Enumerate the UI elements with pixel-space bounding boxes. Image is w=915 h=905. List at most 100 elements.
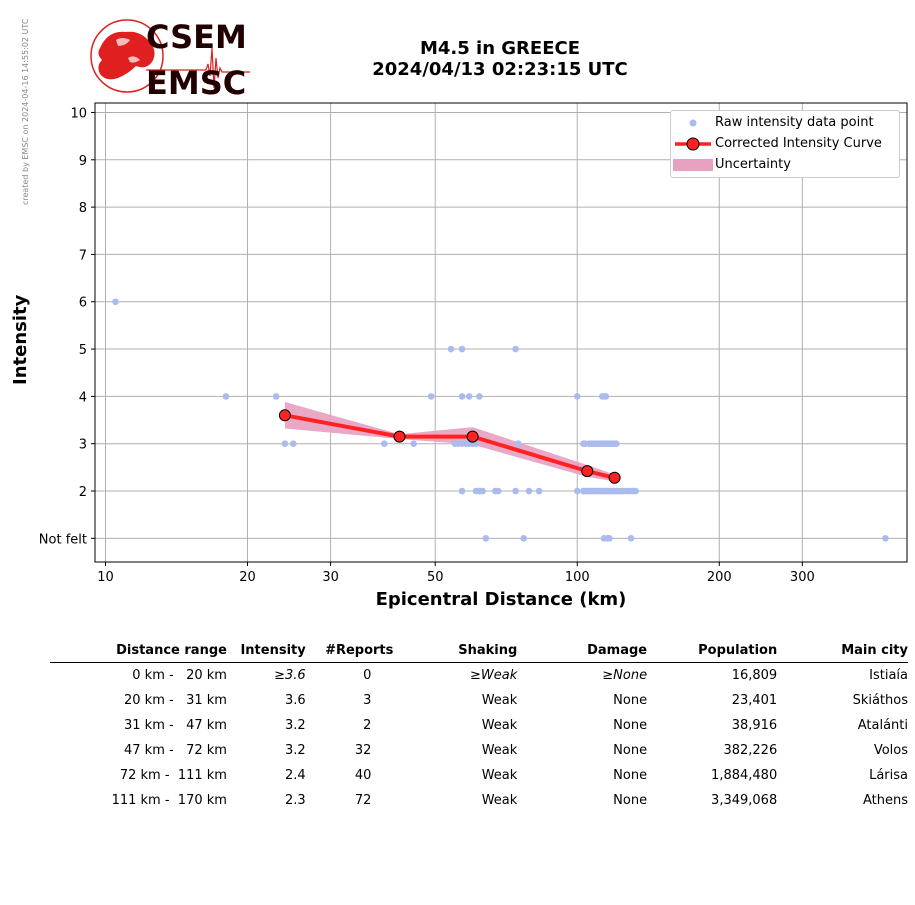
legend-uncertainty-label: Uncertainty (715, 157, 791, 172)
uncertainty-area (284, 402, 615, 482)
table-row: 31 km - 47 km 3.2 2 Weak None 38,916 Atalánti (50, 713, 908, 738)
table-row: 72 km - 111 km 2.4 40 Weak None 1,884,480 Lári… (50, 763, 908, 788)
cell-reports: 2 (363, 718, 372, 733)
header-intensity: Intensity (226, 640, 306, 663)
cell-population: 3,349,068 (711, 793, 778, 808)
legend: Raw intensity data point Corrected Inten… (670, 110, 900, 178)
uncertainty-swatch-icon (673, 159, 713, 171)
y-axis-label: Intensity (10, 294, 31, 385)
x-tick-label: 200 (707, 570, 732, 585)
cell-damage: None (613, 743, 648, 758)
europe-map-shape (98, 31, 155, 80)
summary-table-container: Distance range Intensity #Reports Shakin… (50, 640, 908, 813)
raw-data-point (410, 440, 417, 448)
raw-data-point (281, 440, 289, 448)
cell-distance: 47 km - 72 km (124, 743, 227, 758)
raw-data-point (520, 535, 528, 542)
cell-intensity: 3.2 (285, 718, 306, 733)
raw-data-point (458, 487, 466, 495)
table-row: 47 km - 72 km 3.2 32 Weak None 382,226 Volos (50, 738, 908, 763)
y-tick-label: 3 (79, 438, 87, 453)
table-row: 111 km - 170 km 2.3 72 Weak None 3,349,068 Ath… (50, 788, 908, 813)
cell-intensity: 3.2 (285, 743, 306, 758)
raw-data-point (289, 440, 297, 448)
cell-city: Athens (862, 793, 908, 808)
raw-data-point (476, 393, 483, 400)
cell-intensity: ≥3.6 (274, 668, 306, 683)
cell-damage: None (613, 768, 648, 783)
raw-data-point (465, 393, 473, 400)
raw-data-point (381, 440, 388, 448)
cell-distance: 20 km - 31 km (124, 693, 227, 708)
cell-city: Volos (873, 743, 908, 758)
cell-damage: None (613, 793, 648, 808)
corrected-curve-point (581, 465, 594, 478)
header-distance: Distance range (50, 640, 227, 663)
cell-reports: 40 (354, 768, 372, 783)
cell-intensity: 2.4 (285, 768, 306, 783)
header-shaking: Shaking (393, 640, 518, 663)
legend-item-curve: Corrected Intensity Curve (671, 134, 899, 154)
x-tick-label: 20 (239, 570, 256, 585)
cell-shaking: ≥Weak (470, 668, 518, 683)
cell-city: Skiáthos (852, 693, 908, 708)
cell-population: 16,809 (731, 668, 778, 683)
corrected-curve (278, 409, 621, 484)
corrected-curve-point (466, 430, 479, 443)
x-ticks: 10 20 30 50 100 200 300 (97, 562, 815, 585)
corrected-curve-point (393, 430, 406, 443)
cell-city: Istiaía (869, 668, 908, 683)
seismogram-icon (205, 47, 250, 89)
y-tick-label: 9 (79, 154, 87, 169)
raw-data-point (512, 345, 519, 353)
x-tick-label: 30 (322, 570, 339, 585)
table-row: 20 km - 31 km 3.6 3 Weak None 23,401 Skiáthos (50, 688, 908, 713)
cell-shaking: Weak (481, 718, 518, 733)
raw-data-point (606, 535, 613, 542)
raw-data-point (112, 298, 119, 306)
raw-data-point (222, 393, 230, 400)
y-tick-label: 4 (79, 390, 87, 405)
cell-distance: 72 km - 111 km (119, 768, 227, 783)
logo-csem-text: CSEM (146, 18, 247, 56)
cell-shaking: Weak (481, 693, 518, 708)
x-tick-label: 50 (427, 570, 444, 585)
raw-data-point (535, 487, 543, 495)
raw-data-point (447, 345, 455, 353)
raw-data-point (613, 440, 620, 448)
raw-data-point (427, 393, 435, 400)
corrected-curve-point (278, 409, 291, 422)
curve-marker-icon (686, 137, 700, 151)
raw-data-point (602, 393, 610, 400)
x-tick-label: 100 (565, 570, 590, 585)
legend-item-uncertainty: Uncertainty (671, 155, 899, 175)
corrected-curve-point (608, 471, 621, 484)
cell-population: 1,884,480 (711, 768, 778, 783)
cell-reports: 3 (363, 693, 372, 708)
header-population: Population (647, 640, 778, 663)
intensity-chart: Not felt 2 3 4 5 6 7 8 9 10 10 20 30 50 100 200 300 (39, 102, 908, 585)
raw-point-icon (689, 119, 697, 127)
grid (95, 103, 907, 562)
y-tick-label: 5 (79, 343, 87, 358)
raw-data-point (573, 487, 581, 495)
raw-data-point (482, 535, 490, 542)
plot-frame (94, 102, 908, 563)
cell-reports: 72 (354, 793, 372, 808)
cell-shaking: Weak (481, 743, 518, 758)
cell-intensity: 2.3 (285, 793, 306, 808)
y-tick-label: 10 (70, 106, 87, 121)
y-tick-label: 7 (79, 248, 87, 263)
csem-emsc-logo: CSEM EMSC (88, 18, 258, 102)
raw-data-point (882, 535, 889, 542)
raw-data-point (627, 535, 635, 542)
header-city: Main city (777, 640, 908, 663)
x-tick-label: 10 (97, 570, 114, 585)
cell-damage: None (613, 718, 648, 733)
y-tick-label: 8 (79, 201, 87, 216)
raw-data-point (494, 487, 502, 495)
event-time: 2024/04/13 02:23:15 UTC (372, 59, 628, 80)
raw-data-point (515, 440, 522, 448)
y-tick-label: 6 (79, 296, 87, 311)
legend-item-raw: Raw intensity data point (671, 113, 899, 133)
